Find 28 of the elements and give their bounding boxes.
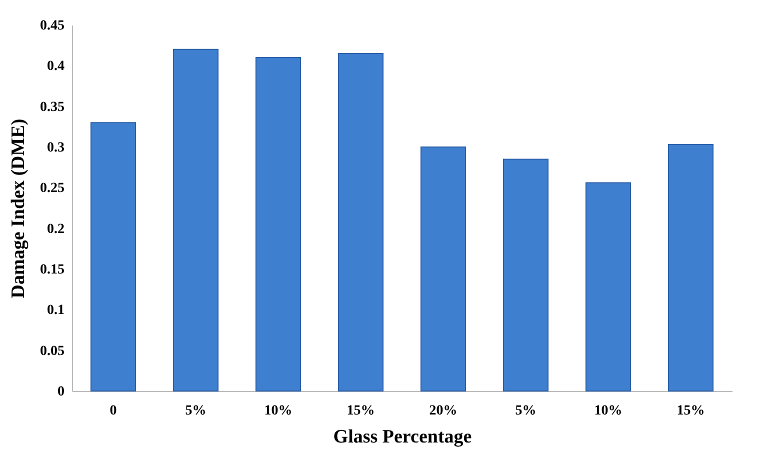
bar <box>502 158 549 392</box>
y-tick-label: 0.1 <box>47 303 64 318</box>
bar <box>668 144 714 392</box>
y-axis-title: Damage Index (DME) <box>8 118 29 298</box>
bar <box>338 52 384 392</box>
y-tick-label: 0.15 <box>40 262 64 278</box>
x-tick-label: 15% <box>346 404 375 418</box>
y-tick-label: 0 <box>58 384 64 400</box>
x-tick-label: 10% <box>594 404 622 418</box>
y-tick-label: 0.45 <box>40 18 64 34</box>
x-tick-label: 0 <box>110 404 117 418</box>
x-tick-label: 15% <box>676 404 705 418</box>
bar <box>585 182 632 392</box>
y-tick-label: 0.3 <box>47 140 64 156</box>
bar <box>420 146 466 392</box>
y-tick-label: 0.2 <box>47 222 64 237</box>
x-tick-label: 5% <box>185 404 206 418</box>
x-tick-label: 20% <box>429 404 458 418</box>
y-tick-label: 0.25 <box>40 181 64 196</box>
x-tick-label: 10% <box>264 404 292 418</box>
bar <box>255 57 302 392</box>
y-tick-label: 0.4 <box>47 59 64 74</box>
bar <box>172 48 219 392</box>
x-axis-title: Glass Percentage <box>333 426 472 448</box>
y-tick-label: 0.05 <box>40 344 64 359</box>
bar <box>90 122 136 392</box>
y-tick-label: 0.35 <box>40 100 64 115</box>
x-tick-label: 5% <box>515 404 536 418</box>
